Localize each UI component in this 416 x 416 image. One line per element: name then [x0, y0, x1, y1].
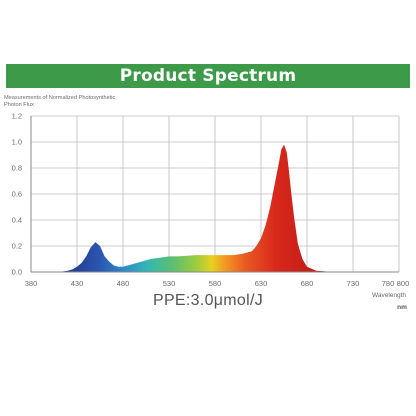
x-tick-label: 430 [71, 279, 84, 288]
x-axis-unit: nm [397, 304, 407, 311]
x-tick-label: 730 [347, 279, 360, 288]
x-tick-label: 480 [117, 279, 130, 288]
chart-title: Product Spectrum [119, 66, 297, 86]
y-tick-label: 0.8 [12, 164, 22, 173]
x-tick-label: 380 [25, 279, 38, 288]
grid-lines [30, 115, 400, 273]
y-axis-label: Measurements of Normalized Photosyntheti… [4, 95, 116, 108]
y-tick-label: 0.6 [12, 190, 22, 199]
x-tick-label: 680 [301, 279, 314, 288]
y-tick-labels: 1.2 1.0 0.8 0.6 0.4 0.2 0.0 [12, 112, 22, 277]
y-tick-label: 1.2 [12, 112, 22, 121]
y-tick-label: 0.0 [12, 268, 22, 277]
x-tick-label: 530 [163, 279, 176, 288]
y-tick-label: 1.0 [12, 138, 22, 147]
x-tick-label: 800 [397, 279, 410, 288]
ppe-label: PPE:3.0μmol/J [152, 292, 264, 309]
x-tick-labels: 380 430 480 530 580 630 680 730 780 800 [25, 279, 410, 288]
x-axis-label: Wavelength [372, 292, 406, 299]
y-tick-label: 0.4 [12, 216, 22, 225]
y-tick-label: 0.2 [12, 242, 22, 251]
x-tick-label: 580 [209, 279, 222, 288]
x-tick-label: 630 [255, 279, 268, 288]
x-tick-label: 780 [382, 279, 395, 288]
axes [30, 116, 399, 273]
chart-title-banner: Product Spectrum [6, 64, 410, 88]
spectrum-area [49, 144, 354, 272]
